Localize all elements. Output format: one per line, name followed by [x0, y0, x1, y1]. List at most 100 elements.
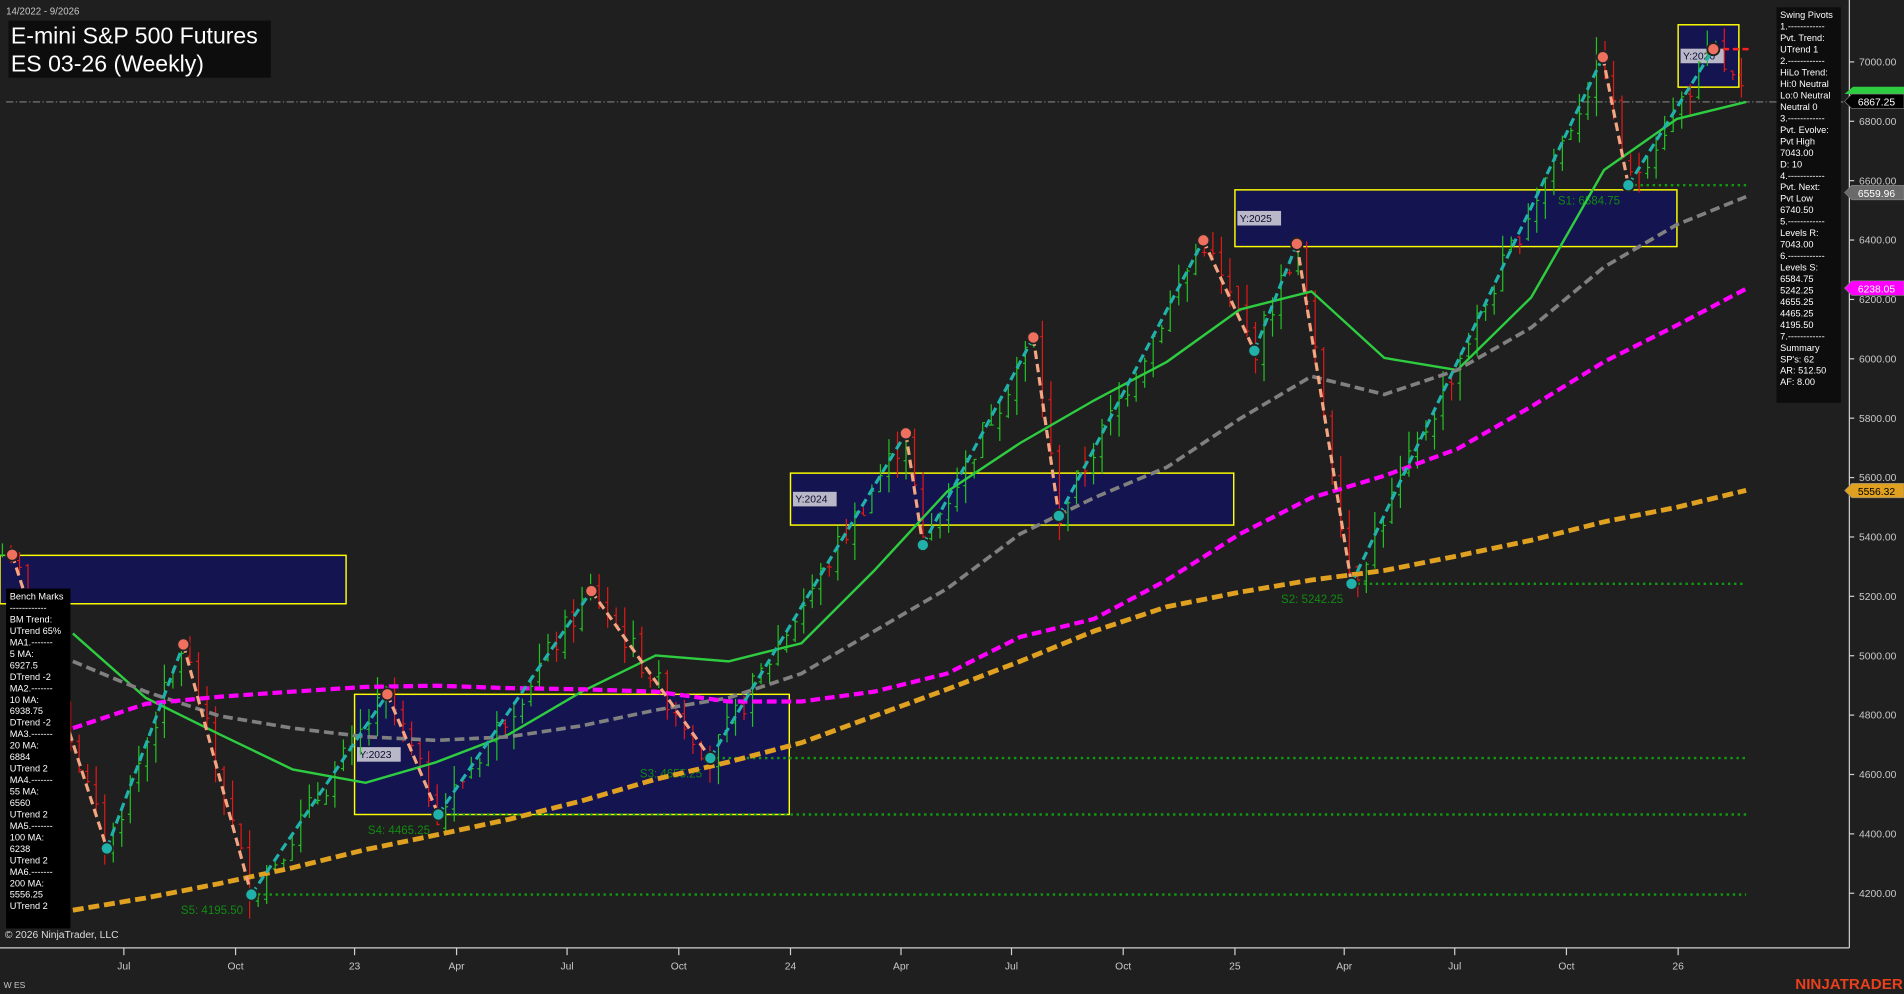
x-tick-label: Oct	[1115, 962, 1131, 973]
chart-title: E-mini S&P 500 Futures	[11, 23, 258, 49]
ma-line-200ma	[72, 487, 1747, 913]
swing-high-marker	[584, 584, 599, 598]
time-axis[interactable]: Jul Oct 23 Apr Jul Oct 24 Apr Jul Oct 25 Apr Jul Oct 2…	[0, 947, 1850, 973]
copyright: © 2026 NinjaTrader, LLC	[5, 930, 119, 941]
chart-subtitle: ES 03-26 (Weekly)	[11, 51, 204, 77]
swing-low-marker	[1621, 178, 1636, 193]
bench-marks-line: 6238	[10, 844, 31, 854]
swing-zigzag	[10, 48, 1715, 896]
x-tick-label: Jul	[117, 962, 130, 973]
support-label: S2: 5242.25	[1281, 594, 1343, 606]
support-resistance-levels: S1: 6584.75 S2: 5242.25 S3: 4655.25 S4: 446…	[181, 47, 1751, 917]
swing-pivots-line: AF: 8.00	[1780, 377, 1815, 387]
bench-marks-line: DTrend -2	[10, 718, 51, 728]
x-tick-label: Oct	[228, 962, 244, 973]
bench-marks-text: Bench Marks------------BM Trend: UTrend 6…	[10, 592, 64, 912]
x-tick-label: Jul	[1448, 962, 1461, 973]
ma-line-55ma	[72, 195, 1747, 743]
bench-marks-line: MA5.-------	[10, 821, 53, 831]
swing-low-marker	[915, 537, 930, 552]
support-label: S3: 4655.25	[640, 769, 702, 781]
swing-high-marker	[5, 547, 20, 562]
ma20-tag	[1844, 86, 1904, 95]
swing-pivots-line: Swing Pivots	[1780, 10, 1833, 20]
swing-pivots-line: 7.------------	[1780, 331, 1825, 341]
y-tick-label: 6400.00	[1859, 236, 1897, 247]
bench-marks-line: 20 MA:	[10, 741, 39, 751]
swing-pivots-text: Swing Pivots 1.------------Pvt. Trend: UTr…	[1780, 10, 1833, 387]
bench-marks-line: ------------	[10, 603, 47, 613]
swing-leg	[904, 433, 925, 546]
support-label: S5: 4195.50	[181, 905, 243, 917]
price-tag: 5556.32	[1858, 487, 1896, 498]
swing-pivots-line: UTrend 1	[1780, 45, 1818, 55]
swing-high-marker	[1196, 233, 1211, 248]
year-box-label: Y:2024	[795, 495, 827, 506]
year-box-label: Y:2026	[1683, 52, 1715, 63]
swing-leg	[105, 643, 185, 849]
swing-low-marker	[1051, 508, 1066, 523]
title-box	[8, 20, 271, 78]
swing-pivots-line: 4.------------	[1780, 171, 1825, 181]
swing-leg	[1057, 239, 1205, 517]
bench-marks-line: 6560	[10, 798, 31, 808]
bench-marks-line: Bench Marks	[10, 592, 64, 602]
swing-leg	[250, 693, 389, 896]
y-tick-label: 5600.00	[1859, 473, 1897, 484]
swing-pivots-line: 2.------------	[1780, 56, 1825, 66]
x-tick-label: Jul	[1005, 962, 1018, 973]
swing-pivots-line: Pvt High	[1780, 136, 1815, 146]
bench-marks-line: UTrend 2	[10, 809, 48, 819]
swing-low-marker	[244, 887, 259, 902]
swing-low-marker	[1344, 576, 1359, 591]
swing-high-marker	[898, 426, 913, 441]
swing-pivot-markers	[5, 42, 1721, 902]
support-label: S1: 6584.75	[1558, 196, 1620, 208]
swing-pivots-line: 4465.25	[1780, 308, 1813, 318]
ma-line-20ma	[72, 100, 1747, 785]
swing-pivots-line: 7043.00	[1780, 148, 1813, 158]
swing-pivots-line: 1.------------	[1780, 22, 1825, 32]
y-tick-label: 4600.00	[1859, 770, 1897, 781]
swing-pivots-line: 5.------------	[1780, 217, 1825, 227]
swing-leg	[181, 644, 253, 896]
bench-marks-line: 10 MA:	[10, 695, 39, 705]
year-boxes: Y:2023 Y:2024 Y:2025 Y:2026	[0, 24, 1740, 816]
bench-marks-line: UTrend 2	[10, 855, 48, 865]
swing-pivots-line: Hi:0 Neutral	[1780, 79, 1829, 89]
y-tick-label: 5000.00	[1859, 651, 1897, 662]
year-box-label-bg	[792, 491, 837, 507]
bench-marks-line: 200 MA:	[10, 878, 44, 888]
y-tick-label: 5400.00	[1859, 533, 1897, 544]
price-tag: 6238.05	[1858, 284, 1896, 295]
swing-leg	[590, 590, 712, 760]
bench-marks-line: 5 MA:	[10, 649, 34, 659]
swing-leg	[385, 693, 440, 816]
year-box	[789, 472, 1235, 526]
swing-pivots-line: Pvt. Evolve:	[1780, 125, 1829, 135]
x-tick-label: 25	[1229, 962, 1241, 973]
swing-pivots-line: 3.------------	[1780, 113, 1825, 123]
swing-pivots-line: 5242.25	[1780, 285, 1813, 295]
swing-leg	[1295, 243, 1354, 585]
swing-leg	[437, 590, 593, 816]
bench-marks-line: MA4.-------	[10, 775, 53, 785]
swing-pivots-line: Levels R:	[1780, 228, 1818, 238]
swing-high-marker	[1026, 330, 1041, 345]
y-tick-label: 5800.00	[1859, 414, 1897, 425]
y-tick-label: 6800.00	[1859, 117, 1897, 128]
swing-leg	[1252, 243, 1299, 352]
swing-pivots-line: Pvt. Next:	[1780, 182, 1820, 192]
x-tick-label: 23	[349, 962, 361, 973]
bench-marks-line: 6884	[10, 752, 31, 762]
support-label: S4: 4465.25	[368, 825, 430, 837]
swing-low-marker	[99, 841, 114, 856]
swing-leg	[1601, 56, 1630, 186]
x-tick-label: Apr	[1336, 962, 1353, 973]
swing-pivots-line: Pvt. Trend:	[1780, 33, 1825, 43]
bench-marks-line: BM Trend:	[10, 614, 53, 624]
bench-marks-line: MA2.-------	[10, 683, 53, 693]
swing-pivots-line: 6740.50	[1780, 205, 1813, 215]
price-axis[interactable]: 7000.00 6800.00 6600.00 6400.00 6200.00 6000.…	[1848, 0, 1897, 948]
